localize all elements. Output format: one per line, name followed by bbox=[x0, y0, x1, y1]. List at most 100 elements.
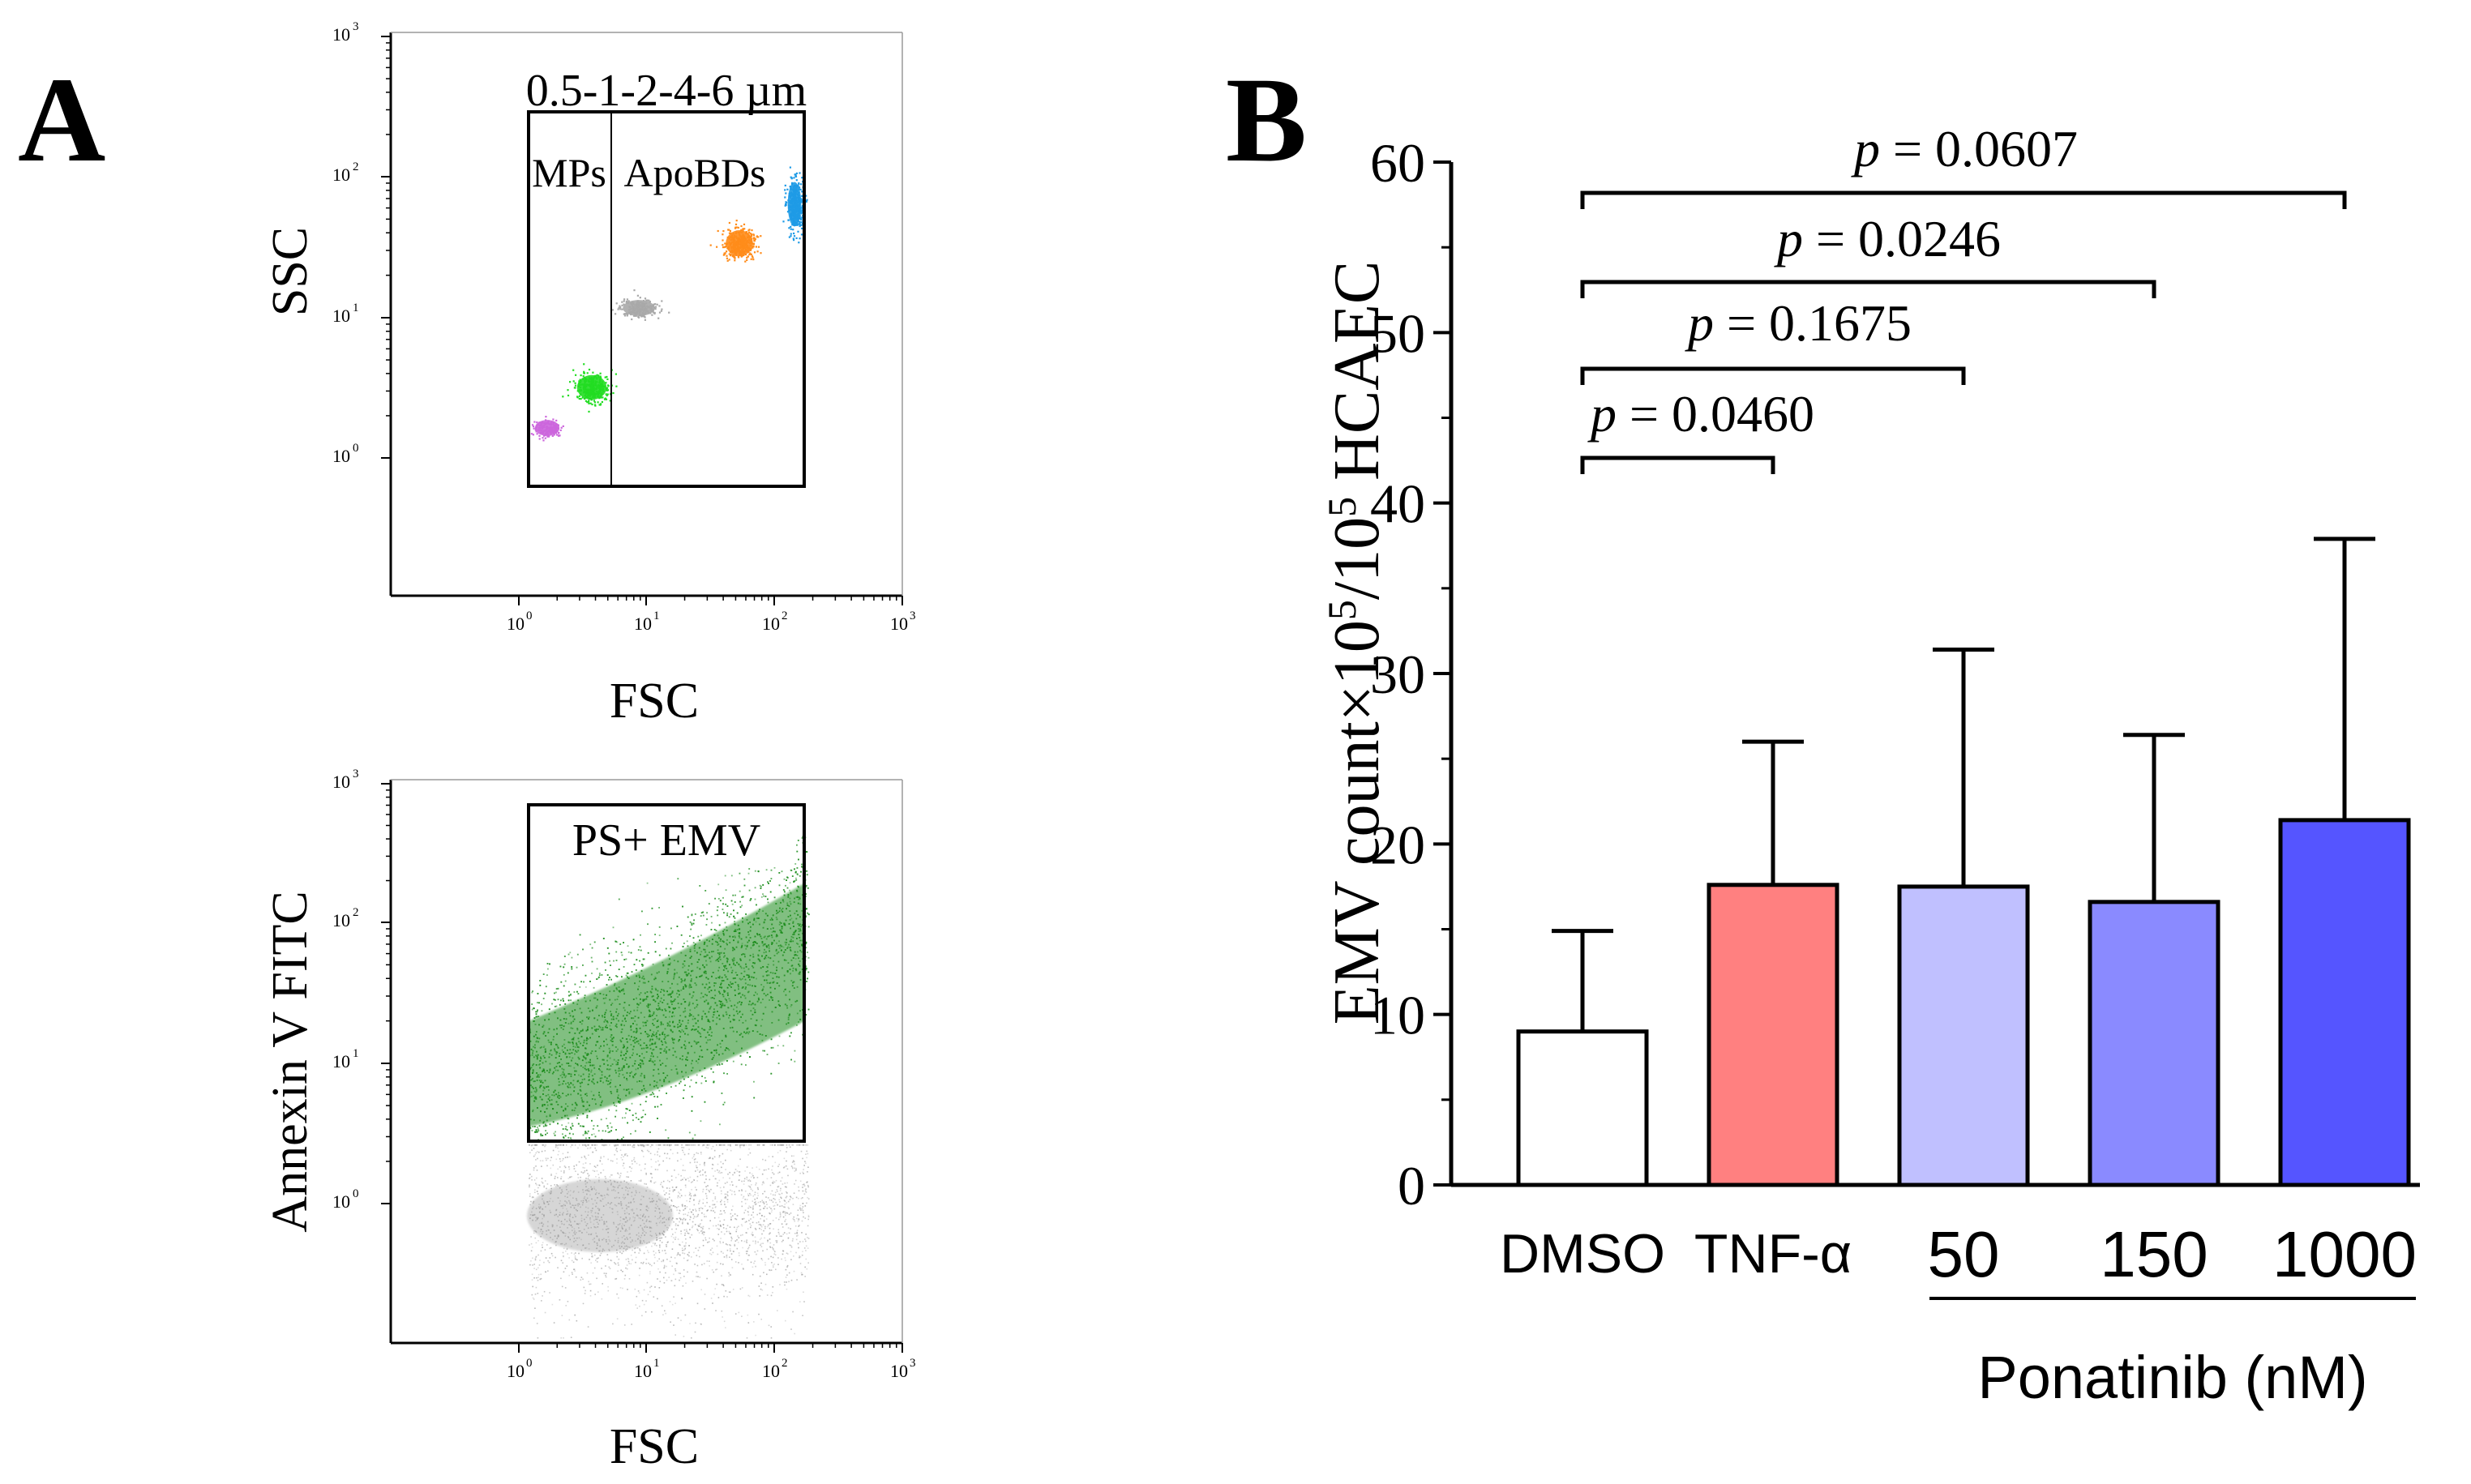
bead-dot bbox=[794, 188, 796, 190]
bead-dot bbox=[751, 229, 753, 232]
negative-dot bbox=[569, 1213, 572, 1215]
bead-dot bbox=[782, 220, 785, 223]
negative-dot bbox=[599, 1200, 602, 1202]
negative-dot bbox=[636, 1208, 638, 1210]
negative-dot bbox=[755, 1240, 756, 1242]
bead-dot bbox=[535, 426, 537, 429]
negative-dot bbox=[666, 1244, 667, 1246]
negative-dot bbox=[707, 1144, 709, 1146]
bead-dot bbox=[623, 313, 625, 315]
negative-dot bbox=[615, 1277, 618, 1280]
negative-dot bbox=[711, 1148, 713, 1150]
negative-dot bbox=[693, 1144, 695, 1146]
negative-dot bbox=[642, 1145, 645, 1148]
bead-dot bbox=[538, 434, 541, 437]
positive-dot bbox=[639, 980, 640, 982]
negative-dot bbox=[666, 1226, 668, 1229]
negative-dot bbox=[577, 1205, 579, 1207]
negative-dot bbox=[721, 1284, 723, 1285]
y-tick-label: 10 bbox=[332, 165, 350, 185]
positive-dot bbox=[563, 963, 566, 965]
negative-dot bbox=[617, 1270, 619, 1272]
positive-dot bbox=[576, 1064, 579, 1067]
negative-dot bbox=[568, 1319, 571, 1321]
positive-dot bbox=[796, 844, 798, 846]
bead-dot bbox=[788, 207, 790, 209]
negative-dot bbox=[606, 1189, 609, 1191]
bead-dot bbox=[798, 223, 800, 225]
bead-dot bbox=[740, 242, 743, 245]
negative-dot bbox=[631, 1224, 632, 1226]
negative-dot bbox=[617, 1227, 619, 1230]
positive-dot bbox=[684, 1007, 686, 1010]
negative-dot bbox=[626, 1208, 627, 1210]
bead-dot bbox=[557, 432, 560, 434]
negative-dot bbox=[657, 1278, 658, 1280]
negative-dot bbox=[706, 1210, 708, 1212]
negative-dot bbox=[631, 1195, 632, 1197]
negative-dot bbox=[621, 1207, 623, 1209]
positive-dot bbox=[790, 949, 791, 951]
positive-dot bbox=[547, 968, 549, 970]
mps-label: MPs bbox=[532, 150, 606, 195]
negative-dot bbox=[766, 1178, 769, 1180]
negative-dot bbox=[539, 1278, 542, 1281]
negative-dot bbox=[777, 1152, 779, 1153]
negative-dot bbox=[550, 1198, 551, 1200]
bead-dot bbox=[729, 250, 732, 254]
negative-dot bbox=[736, 1239, 738, 1241]
negative-dot bbox=[605, 1178, 607, 1179]
negative-dot bbox=[744, 1170, 746, 1172]
positive-dot bbox=[593, 1067, 596, 1069]
positive-dot bbox=[589, 943, 592, 946]
negative-dot bbox=[585, 1206, 587, 1208]
negative-dot bbox=[685, 1178, 687, 1181]
negative-dot bbox=[542, 1225, 544, 1227]
negative-dot bbox=[752, 1200, 754, 1202]
bead-dot bbox=[578, 385, 580, 387]
bead-dot bbox=[743, 248, 745, 250]
bead-dot bbox=[601, 383, 604, 386]
negative-dot bbox=[624, 1274, 627, 1277]
bead-dot bbox=[746, 259, 748, 261]
negative-dot bbox=[720, 1210, 722, 1212]
bead-dot bbox=[550, 429, 552, 431]
negative-dot bbox=[669, 1301, 671, 1302]
bead-dot bbox=[537, 429, 539, 431]
bead-dot bbox=[645, 308, 648, 310]
bead-dot bbox=[799, 210, 801, 212]
negative-dot bbox=[589, 1289, 592, 1292]
positive-dot bbox=[592, 1079, 594, 1080]
negative-dot bbox=[652, 1242, 654, 1244]
negative-dot bbox=[552, 1224, 554, 1226]
negative-dot bbox=[602, 1214, 605, 1216]
bead-dot bbox=[743, 250, 745, 253]
positive-dot bbox=[696, 966, 699, 969]
negative-dot bbox=[697, 1249, 700, 1251]
bead-dot bbox=[552, 422, 555, 425]
negative-dot bbox=[770, 1255, 772, 1258]
negative-dot bbox=[723, 1295, 725, 1298]
negative-dot bbox=[709, 1220, 711, 1221]
bead-dot bbox=[805, 195, 807, 197]
negative-dot bbox=[615, 1148, 618, 1149]
negative-dot bbox=[563, 1337, 564, 1339]
negative-dot bbox=[730, 1239, 732, 1242]
negative-dot bbox=[591, 1255, 593, 1257]
bead-dot bbox=[789, 205, 792, 207]
negative-dot bbox=[700, 1230, 702, 1232]
negative-dot bbox=[570, 1336, 572, 1338]
negative-dot bbox=[738, 1171, 740, 1173]
negative-dot bbox=[606, 1221, 607, 1223]
positive-dot bbox=[731, 969, 734, 972]
bead-dot bbox=[588, 410, 590, 413]
negative-dot bbox=[573, 1207, 576, 1209]
positive-dot bbox=[601, 1077, 603, 1080]
negative-dot bbox=[540, 1277, 542, 1280]
negative-dot bbox=[580, 1238, 582, 1241]
negative-dot bbox=[796, 1235, 798, 1237]
negative-dot bbox=[627, 1155, 628, 1157]
negative-dot bbox=[623, 1247, 625, 1250]
bead-dot bbox=[633, 289, 636, 292]
negative-dot bbox=[533, 1213, 536, 1216]
